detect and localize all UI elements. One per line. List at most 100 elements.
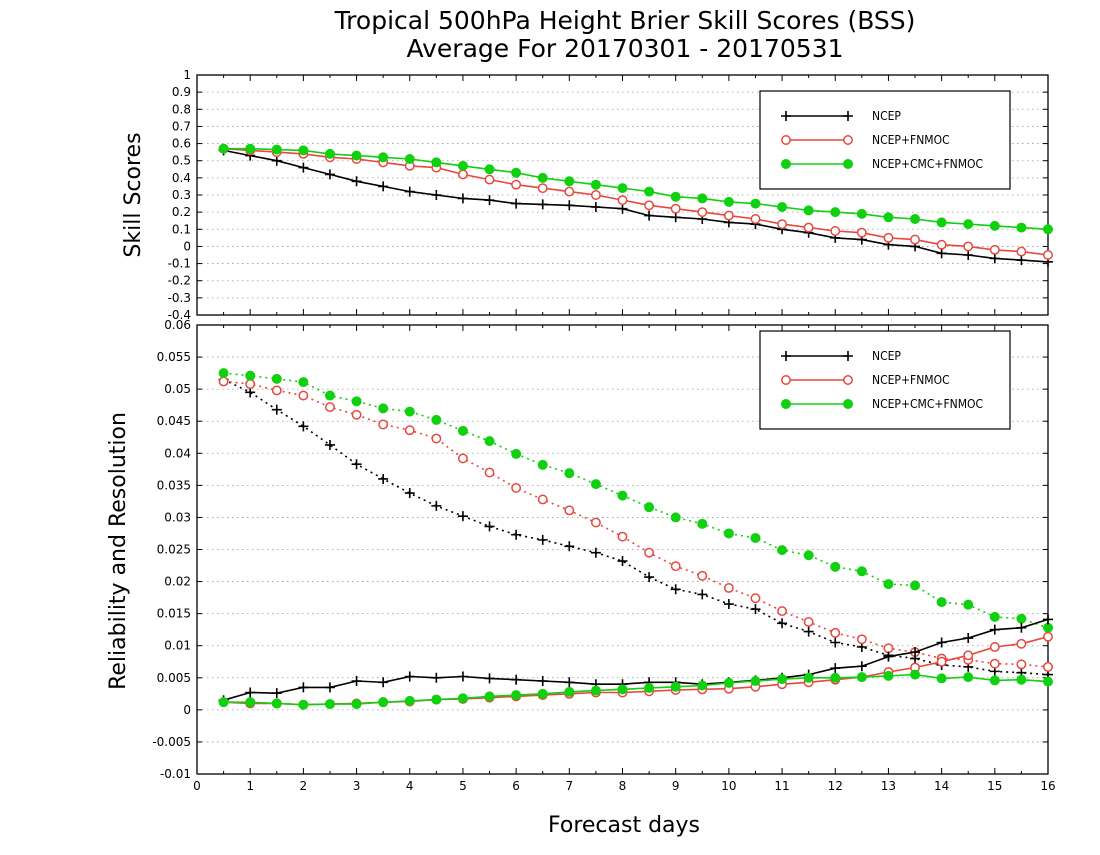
top-legend-label: NCEP: [872, 109, 901, 123]
bottom-data-point: [484, 436, 495, 447]
top-data-point: [936, 239, 947, 250]
top-data-point: [723, 210, 734, 221]
bottom-data-point: [803, 617, 814, 627]
top-data-point: [1016, 222, 1027, 233]
bottom-data-point: [378, 473, 389, 484]
bottom-data-point: [644, 547, 655, 558]
top-data-point: [484, 174, 495, 185]
bottom-legend-label: NCEP+CMC+FNMOC: [872, 397, 983, 411]
bottom-data-point: [989, 658, 1000, 669]
bottom-data-point: [590, 479, 601, 490]
bottom-data-point: [511, 690, 522, 701]
bottom-data-point: [537, 494, 548, 505]
top-data-point: [963, 250, 974, 260]
bottom-data-point: [830, 637, 841, 648]
top-ytick-label: -0.4: [168, 308, 191, 322]
bottom-data-point: [989, 611, 1000, 622]
bottom-data-point: [777, 545, 788, 556]
top-y-axis-label: Skill Scores: [121, 132, 146, 257]
bottom-data-point: [218, 376, 229, 387]
bottom-data-point: [325, 402, 335, 413]
bottom-data-point: [298, 390, 309, 401]
bottom-data-point: [777, 674, 788, 685]
top-data-point: [803, 205, 814, 216]
top-data-point: [457, 160, 468, 171]
top-data-point: [777, 202, 788, 212]
bottom-ytick-label: 0.01: [164, 639, 191, 653]
bottom-data-point: [750, 593, 761, 604]
top-data-point: [1043, 224, 1053, 235]
bottom-legend-marker: [843, 399, 853, 409]
bottom-data-point: [644, 572, 655, 583]
bottom-data-point: [617, 556, 628, 567]
top-data-point: [617, 195, 628, 206]
bottom-xtick-label: 13: [881, 779, 896, 793]
bottom-data-point: [511, 529, 522, 540]
top-data-point: [457, 193, 468, 204]
bottom-y-axis-label: Reliability and Resolution: [106, 412, 131, 690]
bottom-data-point: [856, 672, 867, 683]
bottom-ytick-label: 0.055: [157, 350, 191, 364]
top-data-point: [484, 195, 495, 206]
top-ytick-label: -0.2: [168, 274, 191, 288]
bottom-xtick-label: 15: [987, 779, 1002, 793]
top-ytick-label: 0: [183, 239, 191, 253]
bottom-data-point: [670, 681, 681, 692]
bottom-data-point: [617, 531, 628, 542]
top-data-point: [670, 203, 681, 214]
top-ytick-label: 0.6: [172, 137, 191, 151]
bottom-data-point: [245, 379, 256, 389]
top-data-point: [830, 207, 841, 218]
top-data-point: [777, 219, 788, 230]
top-ytick-label: 0.3: [172, 188, 191, 202]
bottom-ytick-label: 0.035: [157, 478, 191, 492]
bottom-data-point: [431, 433, 442, 444]
bottom-data-point: [750, 532, 761, 543]
top-data-point: [404, 186, 415, 197]
bottom-data-point: [351, 409, 362, 420]
bottom-data-point: [324, 682, 335, 693]
bottom-data-point: [1043, 631, 1053, 642]
bottom-data-point: [856, 634, 867, 645]
bottom-data-point: [989, 642, 1000, 652]
bottom-data-point: [298, 699, 309, 710]
bottom-data-point: [484, 467, 495, 478]
bottom-data-point: [298, 421, 309, 432]
bottom-data-point: [378, 697, 389, 708]
bottom-data-point: [750, 604, 761, 615]
bottom-data-point: [963, 650, 974, 661]
bottom-data-point: [351, 396, 362, 407]
bottom-legend-marker: [781, 351, 791, 361]
top-data-point: [537, 183, 548, 194]
x-axis-label: Forecast days: [548, 813, 700, 838]
bottom-xtick-label: 16: [1040, 779, 1055, 793]
bottom-data-point: [271, 373, 282, 384]
top-legend-marker: [781, 111, 791, 121]
bottom-legend-entry: NCEP: [781, 349, 901, 363]
top-data-point: [511, 179, 522, 190]
bottom-data-point: [883, 643, 894, 654]
top-data-point: [963, 219, 974, 230]
bottom-data-point: [936, 673, 947, 684]
top-legend-marker: [843, 159, 853, 169]
top-data-point: [590, 202, 601, 212]
bottom-data-point: [830, 627, 841, 638]
bottom-data-point: [723, 583, 734, 593]
bottom-data-point: [830, 561, 841, 572]
bottom-data-point: [245, 687, 256, 698]
bottom-ytick-label: 0.025: [157, 543, 191, 557]
bottom-data-point: [537, 459, 548, 470]
bottom-ytick-label: -0.005: [152, 735, 191, 749]
bottom-xtick-label: 1: [246, 779, 254, 793]
top-data-point: [324, 169, 335, 180]
bottom-data-point: [404, 671, 415, 682]
bottom-xtick-label: 8: [619, 779, 627, 793]
bottom-data-point: [963, 633, 974, 644]
bottom-data-point: [271, 385, 282, 396]
top-data-point: [856, 227, 867, 238]
bottom-series-ncep-resolution: [218, 374, 1053, 680]
top-ytick-label: 0.1: [172, 222, 191, 236]
top-data-point: [298, 162, 309, 173]
top-data-point: [590, 179, 601, 190]
